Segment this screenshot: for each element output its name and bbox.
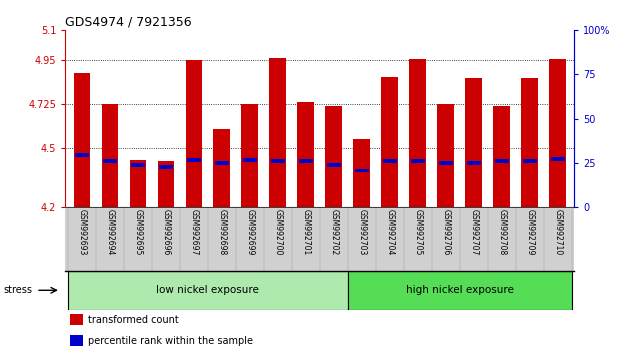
Bar <box>271 159 285 162</box>
Bar <box>130 160 147 207</box>
Bar <box>243 158 257 162</box>
Text: GSM992704: GSM992704 <box>385 209 394 255</box>
Bar <box>438 161 453 165</box>
Text: GSM992702: GSM992702 <box>329 209 338 255</box>
Bar <box>103 159 117 162</box>
Bar <box>409 59 426 207</box>
Bar <box>186 59 202 207</box>
Bar <box>299 159 313 162</box>
Bar <box>465 78 482 207</box>
Text: GSM992701: GSM992701 <box>301 209 310 255</box>
FancyBboxPatch shape <box>68 271 348 310</box>
FancyBboxPatch shape <box>348 271 571 310</box>
Text: GSM992710: GSM992710 <box>553 209 562 255</box>
Text: GSM992700: GSM992700 <box>273 209 283 255</box>
Text: GSM992697: GSM992697 <box>189 209 198 255</box>
Bar <box>215 161 229 165</box>
Bar <box>325 106 342 207</box>
Bar <box>466 161 481 165</box>
Text: GSM992699: GSM992699 <box>245 209 255 255</box>
Bar <box>270 58 286 207</box>
Bar <box>187 158 201 162</box>
Bar <box>242 104 258 207</box>
Bar <box>353 139 370 207</box>
Bar <box>549 59 566 207</box>
Bar <box>522 159 537 162</box>
Bar <box>214 130 230 207</box>
Bar <box>158 161 175 207</box>
Bar <box>297 102 314 207</box>
Text: GSM992709: GSM992709 <box>525 209 534 255</box>
Bar <box>327 163 341 167</box>
Text: GSM992695: GSM992695 <box>134 209 142 255</box>
Bar <box>383 159 397 162</box>
Text: GDS4974 / 7921356: GDS4974 / 7921356 <box>65 15 192 28</box>
Text: GSM992693: GSM992693 <box>78 209 86 255</box>
Text: transformed count: transformed count <box>88 314 179 325</box>
Text: GSM992703: GSM992703 <box>357 209 366 255</box>
Text: GSM992696: GSM992696 <box>161 209 170 255</box>
Bar <box>74 73 91 207</box>
Bar <box>159 165 173 169</box>
Text: GSM992706: GSM992706 <box>442 209 450 255</box>
Bar <box>70 335 83 346</box>
Text: GSM992707: GSM992707 <box>469 209 478 255</box>
Bar <box>494 159 509 162</box>
Bar <box>493 106 510 207</box>
Text: stress: stress <box>3 285 32 295</box>
Bar <box>381 77 398 207</box>
Bar <box>102 104 119 207</box>
Bar <box>75 153 89 157</box>
Bar <box>355 169 369 172</box>
Bar <box>410 159 425 162</box>
Bar <box>521 78 538 207</box>
Text: GSM992698: GSM992698 <box>217 209 227 255</box>
Text: GSM992694: GSM992694 <box>106 209 114 255</box>
Text: GSM992708: GSM992708 <box>497 209 506 255</box>
Text: percentile rank within the sample: percentile rank within the sample <box>88 336 253 346</box>
Bar <box>131 163 145 167</box>
Bar <box>550 157 564 161</box>
Text: high nickel exposure: high nickel exposure <box>406 285 514 295</box>
Bar <box>70 314 83 325</box>
Bar <box>437 104 454 207</box>
Text: low nickel exposure: low nickel exposure <box>156 285 260 295</box>
Text: GSM992705: GSM992705 <box>413 209 422 255</box>
